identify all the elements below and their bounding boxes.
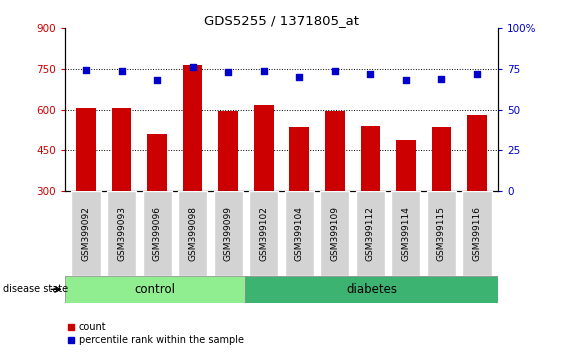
FancyBboxPatch shape <box>249 191 278 276</box>
Bar <box>112 108 131 191</box>
Legend: count, percentile rank within the sample: count, percentile rank within the sample <box>64 319 248 349</box>
Point <box>82 67 91 73</box>
FancyBboxPatch shape <box>213 191 243 276</box>
Text: GSM399102: GSM399102 <box>259 206 268 261</box>
Point <box>224 69 233 75</box>
FancyBboxPatch shape <box>107 191 136 276</box>
Bar <box>77 108 96 191</box>
Text: diabetes: diabetes <box>346 283 397 296</box>
FancyBboxPatch shape <box>427 191 456 276</box>
Bar <box>245 276 498 303</box>
Bar <box>360 126 380 191</box>
Point <box>437 76 446 82</box>
FancyBboxPatch shape <box>285 191 314 276</box>
Text: GSM399099: GSM399099 <box>224 206 233 261</box>
Bar <box>218 110 238 191</box>
Bar <box>432 127 451 191</box>
Point <box>330 69 339 74</box>
Point <box>188 64 197 69</box>
Bar <box>148 134 167 191</box>
Text: disease state: disease state <box>3 284 68 294</box>
Point <box>153 78 162 83</box>
FancyBboxPatch shape <box>142 191 172 276</box>
Point <box>401 78 410 83</box>
Point <box>295 74 304 80</box>
Text: GSM399104: GSM399104 <box>295 206 304 261</box>
Text: GSM399093: GSM399093 <box>117 206 126 261</box>
Bar <box>396 141 415 191</box>
Point <box>472 71 481 77</box>
Text: GSM399092: GSM399092 <box>82 206 91 261</box>
Text: GSM399116: GSM399116 <box>472 206 481 261</box>
FancyBboxPatch shape <box>391 191 421 276</box>
Text: GSM399112: GSM399112 <box>366 206 375 261</box>
FancyBboxPatch shape <box>356 191 385 276</box>
Bar <box>65 276 245 303</box>
Bar <box>467 115 486 191</box>
FancyBboxPatch shape <box>320 191 350 276</box>
Bar <box>183 65 203 191</box>
Bar <box>254 105 274 191</box>
Point <box>366 71 375 77</box>
Bar <box>289 127 309 191</box>
Text: GSM399114: GSM399114 <box>401 206 410 261</box>
FancyBboxPatch shape <box>72 191 101 276</box>
Point <box>259 68 268 74</box>
Bar <box>325 110 345 191</box>
Text: GSM399096: GSM399096 <box>153 206 162 261</box>
Title: GDS5255 / 1371805_at: GDS5255 / 1371805_at <box>204 14 359 27</box>
Point <box>117 69 126 74</box>
Text: control: control <box>135 283 176 296</box>
Text: GSM399109: GSM399109 <box>330 206 339 261</box>
FancyBboxPatch shape <box>178 191 207 276</box>
FancyBboxPatch shape <box>462 191 491 276</box>
Text: GSM399115: GSM399115 <box>437 206 446 261</box>
Text: GSM399098: GSM399098 <box>188 206 197 261</box>
